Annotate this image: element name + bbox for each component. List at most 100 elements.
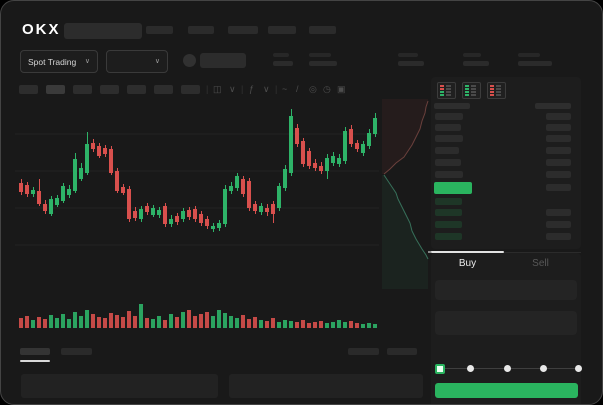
candle-body [127,189,131,219]
timeframe-button[interactable] [46,85,65,94]
slider-step-dot[interactable] [467,365,474,372]
line-tool-icon[interactable]: ~ [282,84,288,94]
tab-buy[interactable]: Buy [458,258,477,269]
slider-step-dot[interactable] [575,365,582,372]
ticker-stat-value [463,61,489,66]
orderbook-view-both-icon[interactable] [437,82,456,99]
ticker-stat-value [273,61,293,66]
chart-type-icon[interactable]: ◫ [213,84,222,94]
orderbook-view-asks-icon[interactable] [487,82,506,99]
nav-item[interactable] [309,26,336,34]
volume-bar [343,322,347,328]
bottom-tab[interactable] [20,348,50,355]
candle-body [301,141,305,164]
ask-price-row[interactable] [435,171,463,178]
depth-asks-line [383,100,429,175]
fullscreen-icon[interactable]: ▣ [337,84,346,94]
volume-bar [241,315,245,328]
timeframe-button[interactable] [181,85,200,94]
nav-item[interactable] [268,26,296,34]
draw-tool-icon[interactable]: / [296,84,299,94]
volume-bar [277,322,281,328]
timeframe-button[interactable] [127,85,146,94]
bottom-toolbar-bar[interactable] [387,348,417,355]
volume-bar [367,323,371,328]
volume-bar [181,312,185,328]
candle-body [49,199,53,214]
bid-price-row[interactable] [435,233,462,240]
timeframe-button[interactable] [73,85,92,94]
candle-body [367,133,371,146]
candle-body [229,186,233,191]
order-input-field[interactable] [435,280,577,300]
candle-body [295,128,299,144]
bottom-toolbar-bar[interactable] [348,348,379,355]
volume-bar [217,310,221,328]
chevron-down-icon: ∨ [84,58,90,65]
bid-price-row[interactable] [435,198,462,205]
volume-bar [133,316,137,328]
chevron-down-icon[interactable]: ∨ [263,84,270,94]
bid-price-row[interactable] [435,221,462,228]
nav-item[interactable] [188,26,214,34]
volume-bar [127,311,131,328]
ticker-stat-label [463,53,481,57]
volume-bar [349,321,353,328]
volume-bar [229,316,233,328]
nav-item[interactable] [146,26,173,34]
candle-body [211,226,215,229]
chevron-down-icon[interactable]: ∨ [229,84,236,94]
ticker-stat-label [273,53,289,57]
candle-body [55,198,59,205]
tab-sell[interactable]: Sell [532,258,549,269]
orderbook-view-bids-icon[interactable] [462,82,481,99]
candle-body [361,144,365,153]
candle-body [19,183,23,192]
timeframe-button[interactable] [100,85,119,94]
ask-price-row[interactable] [435,124,461,131]
volume-bar [319,321,323,328]
slider-step-dot[interactable] [540,365,547,372]
screenshot-icon[interactable]: ◎ [309,84,317,94]
volume-bar [313,322,317,328]
bid-price-row[interactable] [435,209,462,216]
bottom-placeholder-panel [21,374,218,398]
slider-handle[interactable] [435,364,445,374]
bottom-tab[interactable] [61,348,92,355]
ask-price-row[interactable] [435,135,463,142]
candle-body [85,144,89,173]
candle-body [265,208,269,212]
search-input[interactable] [64,23,142,39]
amount-row [546,171,571,178]
volume-bar [199,314,203,328]
timeframe-button[interactable] [154,85,173,94]
spot-trading-dropdown[interactable]: Spot Trading ∨ [20,50,98,73]
volume-bar [115,315,119,328]
candle-body [319,166,323,171]
candle-body [241,179,245,194]
amount-row [546,159,571,166]
volume-bar [43,319,47,328]
slider-step-dot[interactable] [504,365,511,372]
nav-item[interactable] [228,26,258,34]
buy-submit-button[interactable] [435,383,578,398]
ask-price-row[interactable] [435,147,459,154]
bottom-placeholder-panel [229,374,423,398]
ask-price-row[interactable] [435,113,463,120]
indicators-icon[interactable]: ƒ [249,84,255,94]
volume-bar [331,322,335,328]
pair-name-placeholder [200,53,246,68]
timeframe-button[interactable] [19,85,38,94]
candle-body [223,189,227,224]
history-icon[interactable]: ◷ [323,84,331,94]
active-tab-underline [20,360,50,362]
okx-logo[interactable]: OKX [22,21,61,38]
candle-body [217,223,221,228]
candle-body [169,219,173,224]
order-input-field[interactable] [435,311,577,335]
ask-price-row[interactable] [435,159,461,166]
pair-dropdown[interactable]: ∨ [106,50,168,73]
candle-body [31,190,35,194]
amount-row [546,113,571,120]
